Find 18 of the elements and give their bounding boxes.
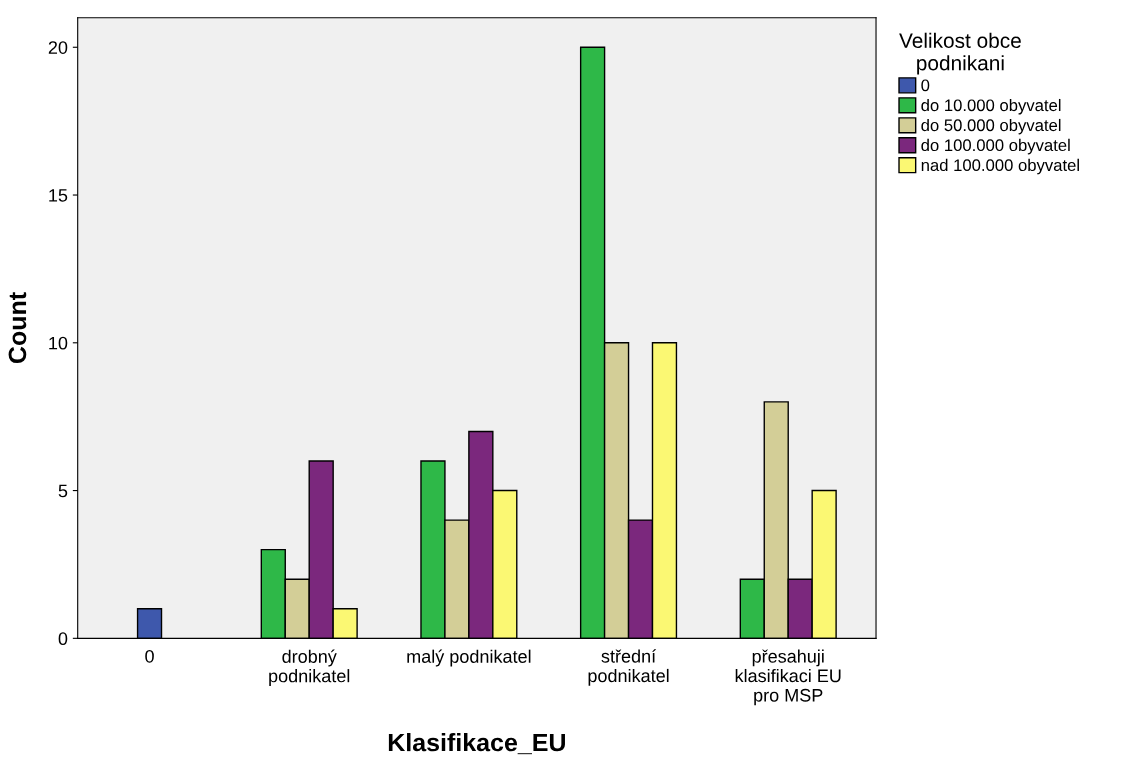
x-tick-label: 0: [145, 649, 154, 663]
legend-label: do 50.000 obyvatel: [921, 118, 1061, 135]
x-tick-label: střední podnikatel: [588, 649, 669, 686]
y-tick-label: 0: [58, 632, 68, 646]
y-tick-label: 5: [58, 484, 68, 498]
x-tick-label: přesahuji klasifikaci EU pro MSP: [735, 649, 841, 706]
legend-label: 0: [921, 79, 930, 92]
x-tick-label: drobný podnikatel: [269, 649, 350, 686]
y-tick-label: 20: [48, 41, 68, 54]
x-axis-title: Klasifikace_EU: [388, 733, 565, 755]
legend-label: do 100.000 obyvatel: [921, 138, 1070, 155]
y-tick-label: 10: [49, 336, 68, 350]
legend-label: do 10.000 obyvatel: [921, 98, 1061, 115]
y-axis-title: Count: [8, 292, 27, 364]
legend-title: Velikost obce podnikani: [899, 32, 1021, 75]
x-tick-label: malý podnikatel: [407, 649, 531, 667]
y-tick-label: 15: [49, 189, 68, 202]
legend-label: nad 100.000 obyvatel: [921, 158, 1079, 175]
